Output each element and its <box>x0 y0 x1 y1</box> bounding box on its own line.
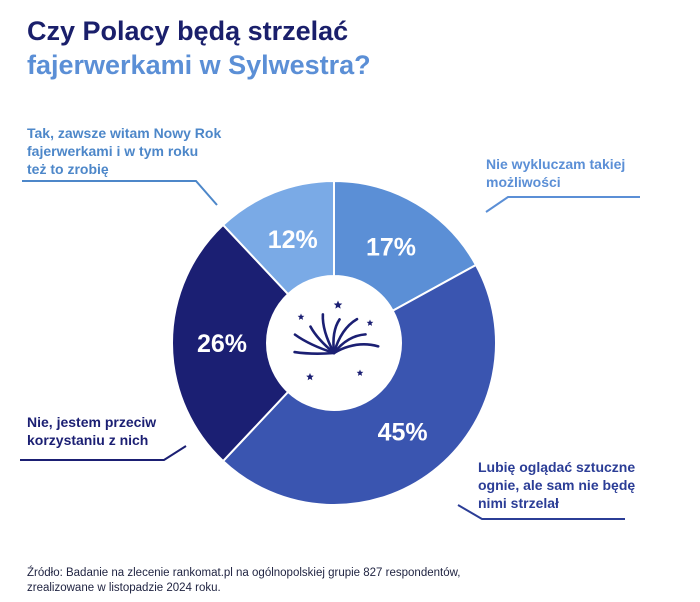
slice-value-label-4: 12% <box>268 226 318 254</box>
callout-leader-line-2 <box>457 504 625 520</box>
callout-leader-line-1 <box>485 196 640 213</box>
slice-value-label-3: 26% <box>197 330 247 358</box>
chart-title-line-1: Czy Polacy będą strzelać <box>27 16 349 46</box>
callout-label-3: Nie, jestem przeciw korzystaniu z nich <box>27 414 157 448</box>
chart-title: Czy Polacy będą strzelać fajerwerkami w … <box>27 14 371 82</box>
callout-leader-line-4 <box>22 180 218 206</box>
callout-label-2: Lubię oglądać sztuczne ognie, ale sam ni… <box>478 459 636 511</box>
source-note: Źródło: Badanie na zlecenie rankomat.pl … <box>27 567 461 594</box>
callout-label-1: Nie wykluczam takiej możliwości <box>486 156 626 190</box>
chart-title-line-2: fajerwerkami w Sylwestra? <box>27 50 371 80</box>
callout-label-4: Tak, zawsze witam Nowy Rok fajerwerkami … <box>27 125 222 177</box>
slice-value-label-1: 17% <box>366 234 416 262</box>
donut-slice-3 <box>171 223 290 463</box>
callout-leader-line-3 <box>20 445 187 461</box>
slice-value-label-2: 45% <box>378 418 428 446</box>
donut-slice-2 <box>221 263 497 506</box>
fireworks-icon <box>293 300 380 381</box>
